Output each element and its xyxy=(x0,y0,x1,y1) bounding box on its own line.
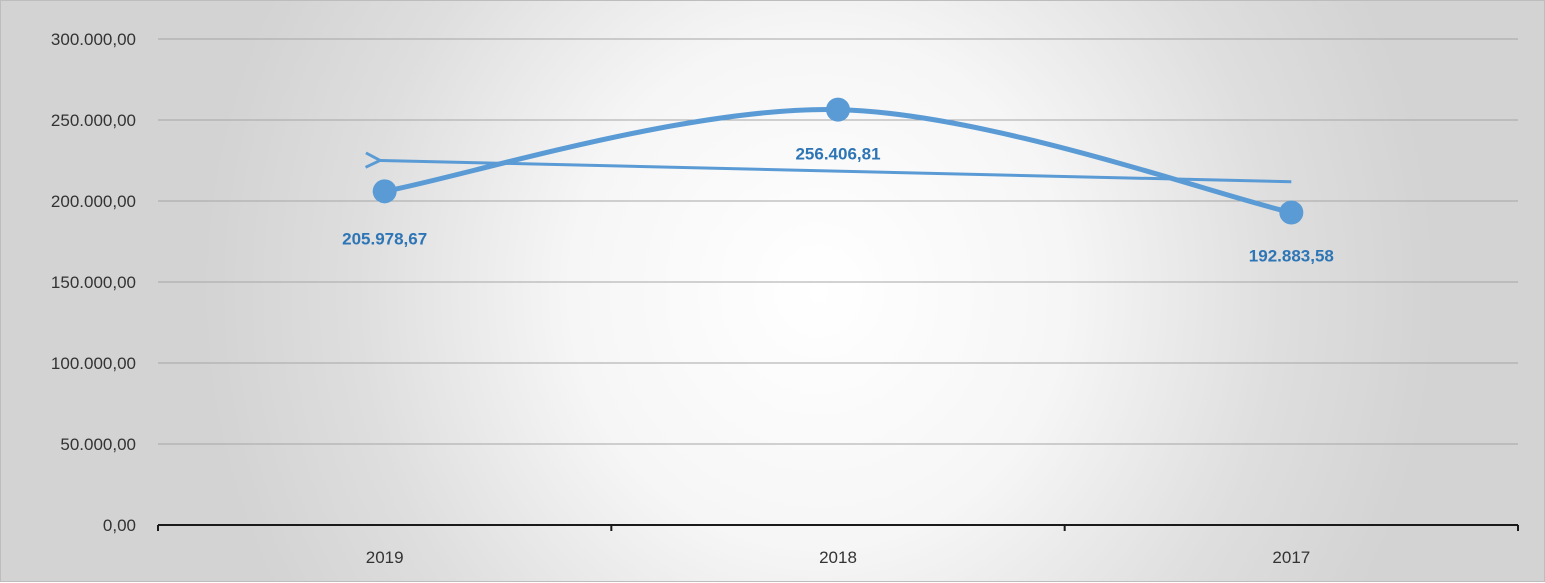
y-tick-label: 0,00 xyxy=(103,516,136,535)
y-tick-label: 150.000,00 xyxy=(51,273,136,292)
y-axis: 0,00 50.000,00 100.000,00 150.000,00 200.000… xyxy=(51,30,136,535)
data-label: 256.406,81 xyxy=(795,145,880,164)
y-tick-label: 200.000,00 xyxy=(51,192,136,211)
data-point xyxy=(372,179,397,204)
x-tick-label: 2018 xyxy=(819,548,857,567)
y-tick-label: 300.000,00 xyxy=(51,30,136,49)
data-point xyxy=(1279,200,1304,225)
trendline xyxy=(380,160,1292,184)
data-labels: 205.978,67 256.406,81 192.883,58 xyxy=(342,145,1334,266)
trendline-arrow xyxy=(380,160,1292,184)
data-label: 192.883,58 xyxy=(1249,247,1334,266)
data-label: 205.978,67 xyxy=(342,229,427,248)
y-tick-label: 250.000,00 xyxy=(51,111,136,130)
y-tick-label: 100.000,00 xyxy=(51,354,136,373)
x-tick-label: 2017 xyxy=(1272,548,1310,567)
x-axis: 2019 2018 2017 xyxy=(157,524,1519,567)
y-tick-label: 50.000,00 xyxy=(60,435,136,454)
data-point xyxy=(826,97,850,122)
series xyxy=(372,97,1304,225)
x-tick-label: 2019 xyxy=(366,548,404,567)
